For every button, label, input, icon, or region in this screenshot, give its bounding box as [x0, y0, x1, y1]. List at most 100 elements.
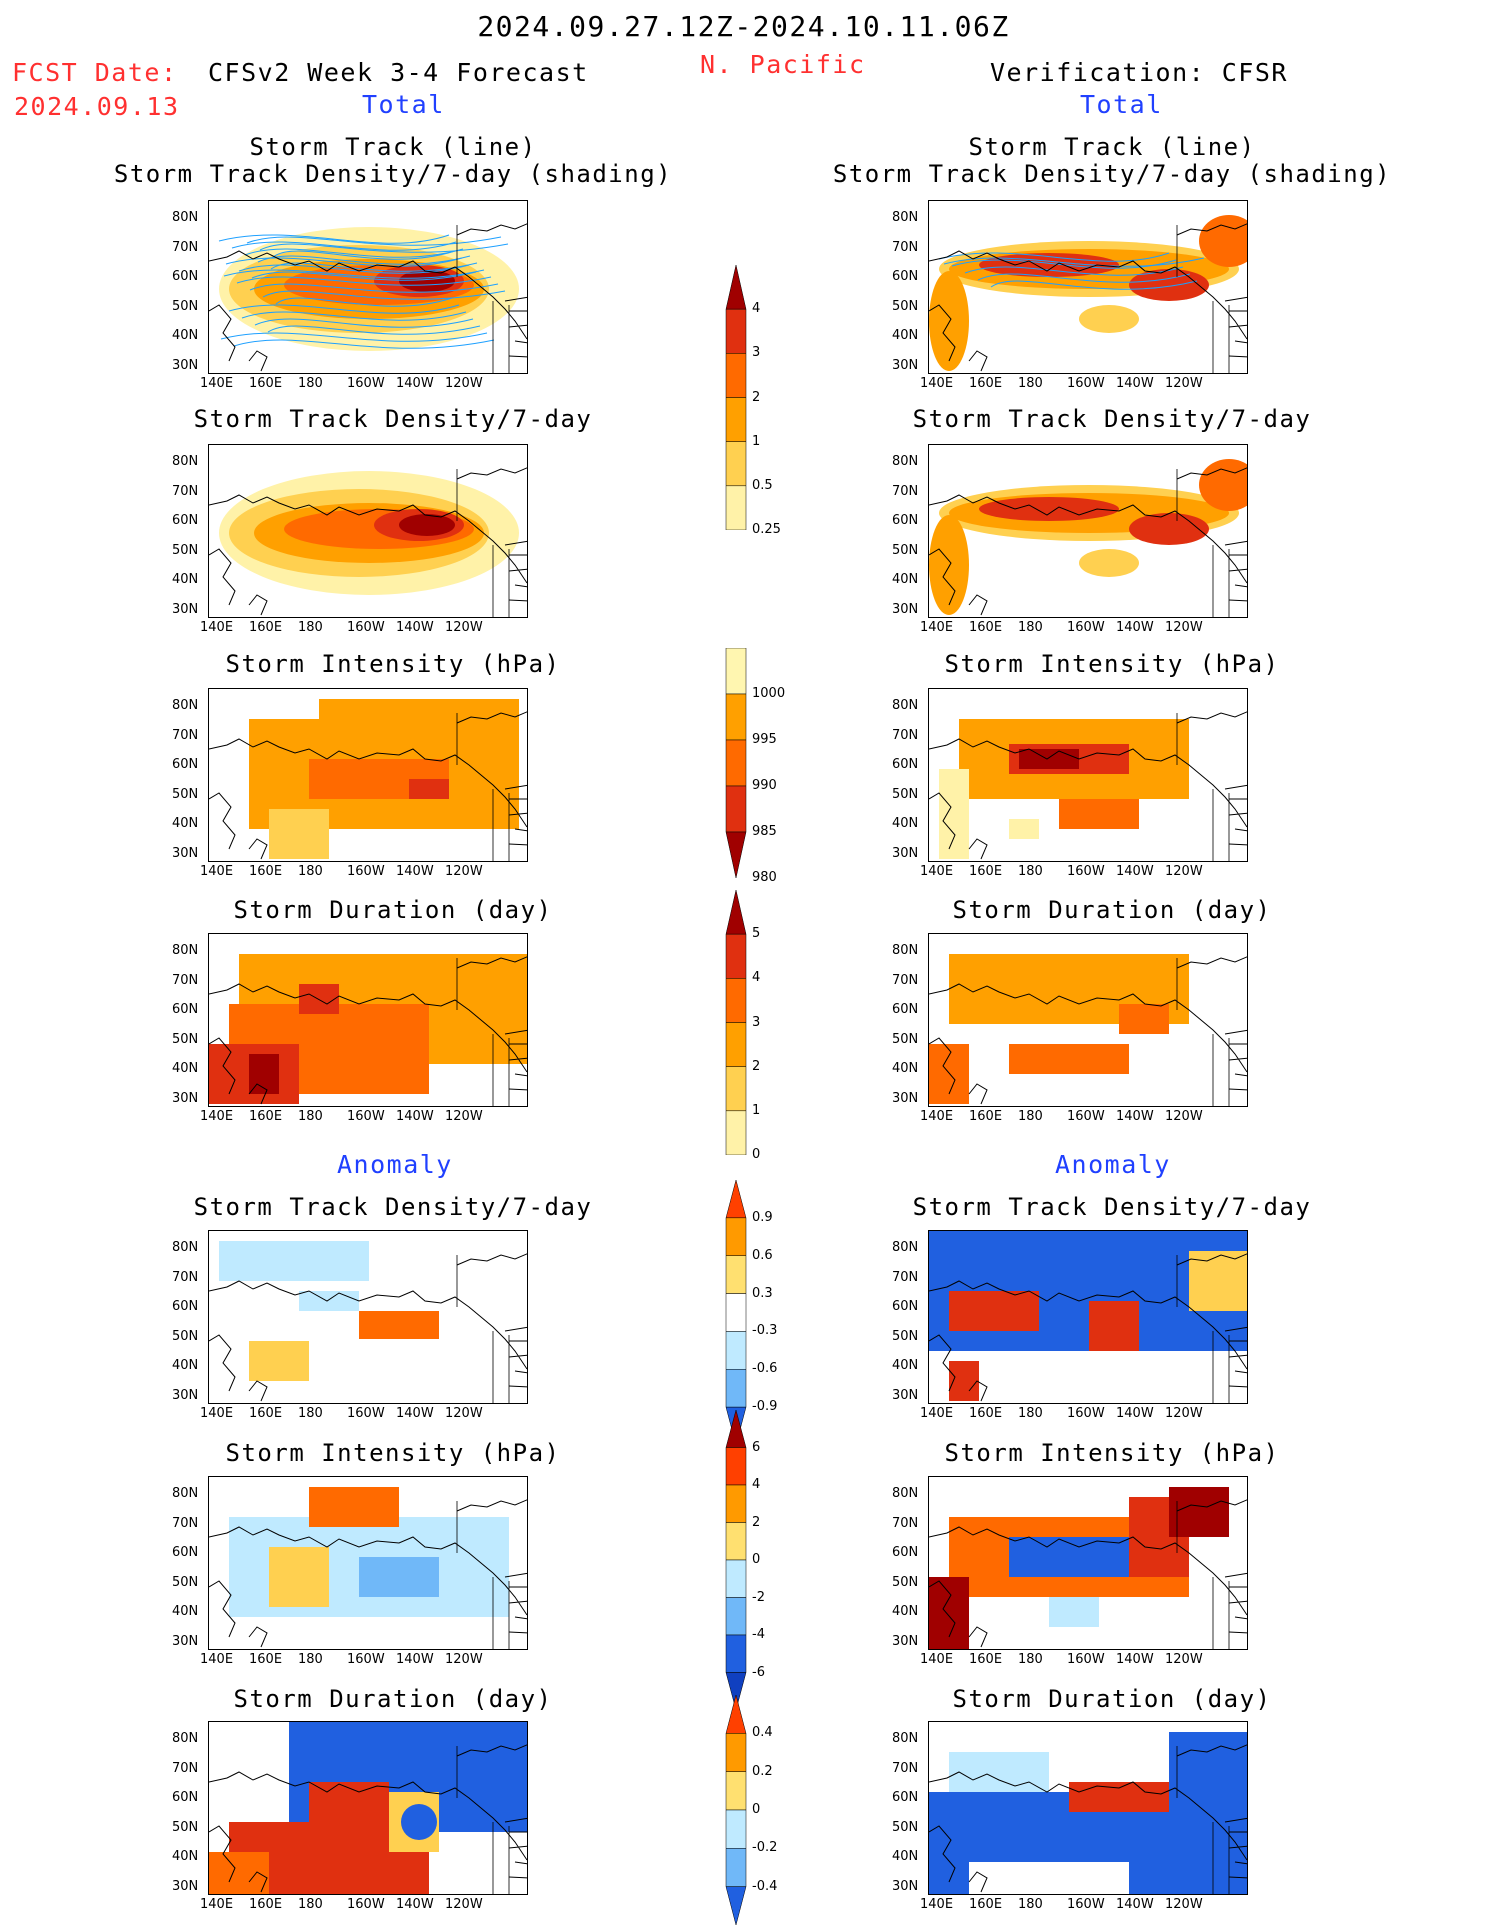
lon-tick-label: 140W: [1116, 1652, 1154, 1667]
lat-tick-label: 50N: [172, 1574, 199, 1590]
colorbar-segment: [725, 739, 747, 787]
lat-tick-label: 30N: [892, 601, 919, 617]
lat-tick-label: 40N: [892, 572, 919, 587]
lat-tick-label: 30N: [892, 1633, 919, 1649]
lon-tick-label: 180: [1018, 620, 1043, 635]
lon-tick-label: 120W: [1165, 376, 1203, 391]
lat-tick-label: 30N: [172, 357, 199, 373]
lon-tick-label: 120W: [445, 864, 483, 879]
colorbar-segment: [725, 1522, 747, 1561]
colorbar-label: 0.5: [752, 477, 773, 493]
lat-tick-label: 30N: [892, 357, 919, 373]
lat-tick-label: 30N: [892, 1387, 919, 1403]
lon-tick-label: 160E: [249, 864, 283, 879]
colorbar-segment: [725, 1331, 747, 1370]
total-label-verification: Total: [1080, 90, 1163, 119]
colorbar-segment: [725, 1733, 747, 1772]
lat-tick-label: 80N: [172, 454, 199, 469]
colorbar-segment: [725, 1066, 747, 1112]
lon-tick-label: 120W: [1165, 864, 1203, 879]
lon-tick-label: 140E: [920, 1897, 954, 1912]
lon-tick-label: 160E: [249, 1109, 283, 1124]
lon-tick-label: 160W: [347, 1652, 385, 1667]
lon-tick-label: 160E: [969, 1406, 1003, 1421]
lon-tick-label: 160E: [969, 376, 1003, 391]
lon-tick-label: 120W: [1165, 1652, 1203, 1667]
lon-tick-label: 180: [1018, 1109, 1043, 1124]
colorbar-segment: [725, 648, 747, 695]
verification-label: Verification: CFSR: [990, 58, 1288, 87]
lon-tick-label: 160E: [249, 1406, 283, 1421]
lon-tick-label: 160E: [969, 1652, 1003, 1667]
map-anom-intensity-verification: [928, 1476, 1248, 1650]
lat-tick-label: 50N: [892, 786, 919, 802]
lon-tick-label: 180: [1018, 376, 1043, 391]
colorbar-label: 0.2: [752, 1763, 773, 1779]
lat-tick-label: 50N: [892, 1328, 919, 1344]
lon-tick-label: 160W: [1067, 1652, 1105, 1667]
lat-tick-label: 40N: [172, 816, 199, 831]
colorbar-segment: [725, 1022, 747, 1067]
lon-tick-label: 160W: [347, 1109, 385, 1124]
colorbar-label: 0: [752, 1552, 761, 1567]
lat-tick-label: 40N: [892, 1061, 919, 1076]
lon-tick-label: 160E: [969, 1897, 1003, 1912]
lon-tick-label: 120W: [1165, 1897, 1203, 1912]
title-r-anom-density: Storm Track Density/7-day: [912, 1193, 1312, 1221]
lon-tick-label: 140E: [200, 1109, 234, 1124]
colorbar-label: 0.4: [752, 1725, 773, 1741]
lon-tick-label: 160E: [969, 620, 1003, 635]
lon-tick-label: 140W: [1116, 1897, 1154, 1912]
map-anom-density-verification: [928, 1230, 1248, 1404]
lat-tick-label: 50N: [892, 1819, 919, 1835]
lon-tick-label: 140W: [396, 376, 434, 391]
lat-tick-label: 70N: [892, 1760, 919, 1776]
colorbar-label: 0.25: [752, 522, 781, 537]
lat-tick-label: 60N: [172, 513, 199, 528]
colorbar-label: -6: [752, 1664, 765, 1680]
lon-tick-label: 160W: [1067, 620, 1105, 635]
lon-tick-label: 120W: [1165, 1109, 1203, 1124]
lat-tick-label: 80N: [892, 1240, 919, 1255]
colorbar-segment: [725, 1634, 747, 1673]
lat-tick-label: 80N: [172, 1731, 199, 1746]
anomaly-label-verification: Anomaly: [1055, 1150, 1171, 1179]
colorbar-segment: [725, 1217, 747, 1256]
colorbar-segment: [725, 1597, 747, 1636]
lon-tick-label: 140W: [1116, 620, 1154, 635]
colorbar-duration-total: [725, 890, 747, 1155]
lat-tick-label: 80N: [892, 1731, 919, 1746]
lat-tick-label: 70N: [172, 483, 199, 499]
lon-tick-label: 180: [298, 1109, 323, 1124]
fcst-date-label: FCST Date:: [12, 58, 178, 87]
lat-tick-label: 30N: [892, 1090, 919, 1106]
lat-tick-label: 40N: [172, 1358, 199, 1373]
title-l-track-shading: Storm Track Density/7-day (shading): [113, 160, 673, 188]
lon-tick-label: 160E: [249, 1897, 283, 1912]
colorbar-label: 2: [752, 389, 761, 405]
colorbar-label: -0.4: [752, 1878, 778, 1894]
colorbar-label: 3: [752, 1014, 761, 1030]
colorbar-label: -0.2: [752, 1840, 778, 1856]
title-r-track-line: Storm Track (line): [968, 133, 1256, 161]
lat-tick-label: 30N: [172, 1633, 199, 1649]
colorbar-intensity-anom: [725, 1410, 747, 1710]
colorbar-label: -4: [752, 1627, 765, 1642]
lat-tick-label: 60N: [892, 513, 919, 528]
map-track-verification: [928, 200, 1248, 374]
lat-tick-label: 60N: [172, 1002, 199, 1017]
lat-tick-label: 30N: [172, 1878, 199, 1894]
colorbar-label: 1000: [752, 686, 786, 701]
title-l-anom-density: Storm Track Density/7-day: [193, 1193, 593, 1221]
lon-tick-label: 140E: [200, 1652, 234, 1667]
lon-tick-label: 180: [1018, 864, 1043, 879]
lat-tick-label: 60N: [892, 1299, 919, 1314]
colorbar-intensity-total: [725, 648, 747, 878]
lon-tick-label: 120W: [445, 1897, 483, 1912]
lon-tick-label: 120W: [445, 376, 483, 391]
colorbar-label: -0.9: [752, 1399, 778, 1415]
lon-tick-label: 120W: [445, 1109, 483, 1124]
colorbar-segment: [725, 1447, 747, 1486]
lon-tick-label: 160W: [1067, 1109, 1105, 1124]
anomaly-label-forecast: Anomaly: [337, 1150, 453, 1179]
